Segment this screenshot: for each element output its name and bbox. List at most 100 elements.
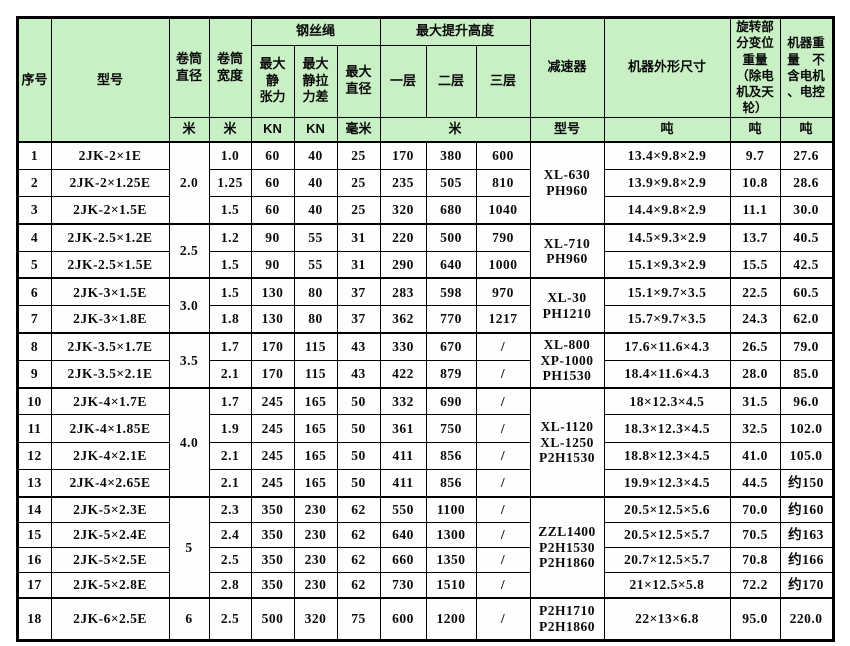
table-cell: 970 <box>475 277 531 307</box>
table-cell: 40.5 <box>779 222 834 252</box>
table-cell: 50 <box>336 441 381 471</box>
table-cell: 2 <box>16 168 52 198</box>
table-cell: 220.0 <box>779 596 834 641</box>
table-cell: 72.2 <box>729 572 781 599</box>
table-cell: 14 <box>16 495 52 523</box>
table-cell: 8 <box>16 332 52 361</box>
table-row: 16 2JK-5×2.5E 2.5 350 230 62 660 1350/ 20.7×12.5… <box>16 546 834 574</box>
table-cell: 18 <box>16 596 52 641</box>
table-cell: 50 <box>336 414 381 443</box>
table-cell: 95.0 <box>729 596 781 641</box>
table-cell: 1.5 <box>208 277 252 307</box>
table-cell: 505 <box>425 168 477 198</box>
table-cell: 422 <box>379 359 427 389</box>
table-cell: 2JK-4×1.85E <box>50 414 170 443</box>
table-cell: 362 <box>379 305 427 334</box>
table-cell: 730 <box>379 572 427 599</box>
table-cell: 26.5 <box>729 332 781 361</box>
table-cell: 4.0 <box>168 386 210 498</box>
table-cell: 1200 <box>425 596 477 641</box>
table-cell: 62 <box>336 572 381 599</box>
header-group-row: 序号 型号 卷筒 直径 卷筒 宽度 钢丝绳 最大提升高度 减速器 机器外形尺寸 … <box>16 17 834 143</box>
table-cell: XL-800 XP-1000 PH1530 <box>529 332 605 389</box>
table-cell: 62.0 <box>779 305 834 334</box>
table-cell: 2JK-2.5×1.2E <box>50 222 170 252</box>
table-cell: 320 <box>293 596 338 641</box>
table-cell: 2.0 <box>168 141 210 225</box>
table-header: 序号 型号 卷筒 直径 卷筒 宽度 钢丝绳 最大提升高度 减速器 机器外形尺寸 … <box>16 17 834 143</box>
table-cell: 5 <box>168 495 210 599</box>
table-cell: 1.2 <box>208 222 252 252</box>
table-cell: 2JK-2×1.25E <box>50 168 170 198</box>
table-cell: 20.7×12.5×5.7 <box>603 546 731 574</box>
table-row: 14 2JK-5×2.3E 5 2.3 350 230 62 550 1100/ZZL1400 … <box>16 495 834 599</box>
table-cell: 60 <box>250 168 295 198</box>
table-cell: 2JK-5×2.8E <box>50 572 170 599</box>
table-cell: 810 <box>475 168 531 198</box>
table-cell: 411 <box>379 441 427 471</box>
header-max-lift-height-group: 最大提升高度 <box>379 17 531 46</box>
table-cell: 170 <box>379 140 427 170</box>
table-cell: 165 <box>293 469 338 498</box>
table-cell: 879 <box>425 359 477 389</box>
table-row: 9 2JK-3.5×2.1E 2.1 170 115 43 422 879/ 18.4×11.6… <box>16 359 834 389</box>
table-cell: 37 <box>336 305 381 334</box>
table-cell: 30.0 <box>779 196 834 225</box>
table-cell: 2JK-3×1.8E <box>50 305 170 334</box>
table-cell: 3 <box>16 196 52 225</box>
table-cell: 70.0 <box>729 495 781 523</box>
table-cell: 17 <box>16 572 52 599</box>
table-cell: 2JK-6×2.5E <box>50 596 170 641</box>
header-drum-width: 卷筒 宽度 <box>208 17 252 118</box>
table-cell: 2.5 <box>208 546 252 574</box>
table-cell: 6 <box>168 596 210 641</box>
table-cell: 10 <box>16 386 52 416</box>
table-cell: 14.4×9.8×2.9 <box>603 196 731 225</box>
table-cell: 10.8 <box>729 168 781 198</box>
table-cell: 320 <box>379 196 427 225</box>
table-cell: 13.4×9.8×2.9 <box>603 140 731 170</box>
table-cell: 85.0 <box>779 359 834 389</box>
table-cell: 18.4×11.6×4.3 <box>603 359 731 389</box>
table-cell: 约160 <box>779 495 834 523</box>
table-cell: 350 <box>250 546 295 574</box>
table-cell: 380 <box>425 140 477 170</box>
table-cell: 31 <box>336 250 381 279</box>
table-cell: 32.5 <box>729 414 781 443</box>
table-cell: / <box>475 441 531 471</box>
table-cell: 31.5 <box>729 386 781 416</box>
table-cell: 25 <box>336 168 381 198</box>
table-row: 10 2JK-4×1.7E 4.0 1.7 245 165 50 332 690/XL-1120… <box>16 386 834 498</box>
unit-rope-diameter: 毫米 <box>336 116 381 143</box>
table-cell: 105.0 <box>779 441 834 471</box>
table-cell: 245 <box>250 414 295 443</box>
table-cell: / <box>475 359 531 389</box>
unit-dimensions: 吨 <box>603 116 731 143</box>
table-cell: 1000 <box>475 250 531 279</box>
table-cell: 约166 <box>779 546 834 574</box>
header-serial: 序号 <box>16 17 52 143</box>
unit-reducer-model: 型号 <box>529 116 605 143</box>
table-cell: 约163 <box>779 521 834 548</box>
table-row: 4 2JK-2.5×1.2E 2.5 1.2 90 55 31 220 500 790 XL-710… <box>16 222 834 279</box>
table-cell: 9.7 <box>729 140 781 170</box>
table-cell: 1.8 <box>208 305 252 334</box>
table-cell: 750 <box>425 414 477 443</box>
table-row: 2 2JK-2×1.25E 1.25 60 40 25 235 505 810 13.9×9.8×… <box>16 168 834 198</box>
table-cell: 12 <box>16 441 52 471</box>
table-cell: 115 <box>293 359 338 389</box>
header-reducer: 减速器 <box>529 17 605 118</box>
header-layer3: 三层 <box>475 44 531 118</box>
table-cell: / <box>475 469 531 498</box>
table-cell: 15.5 <box>729 250 781 279</box>
header-max-static-tension-diff: 最大 静拉 力差 <box>293 44 338 118</box>
table-cell: / <box>475 572 531 599</box>
table-cell: 2JK-3×1.5E <box>50 277 170 307</box>
hoist-spec-table: 序号 型号 卷筒 直径 卷筒 宽度 钢丝绳 最大提升高度 减速器 机器外形尺寸 … <box>15 16 835 642</box>
table-cell: 24.3 <box>729 305 781 334</box>
table-cell: 70.5 <box>729 521 781 548</box>
table-cell: 361 <box>379 414 427 443</box>
table-cell: 230 <box>293 521 338 548</box>
table-cell: / <box>475 596 531 641</box>
header-max-static-tension: 最大静 张力 <box>250 44 295 118</box>
